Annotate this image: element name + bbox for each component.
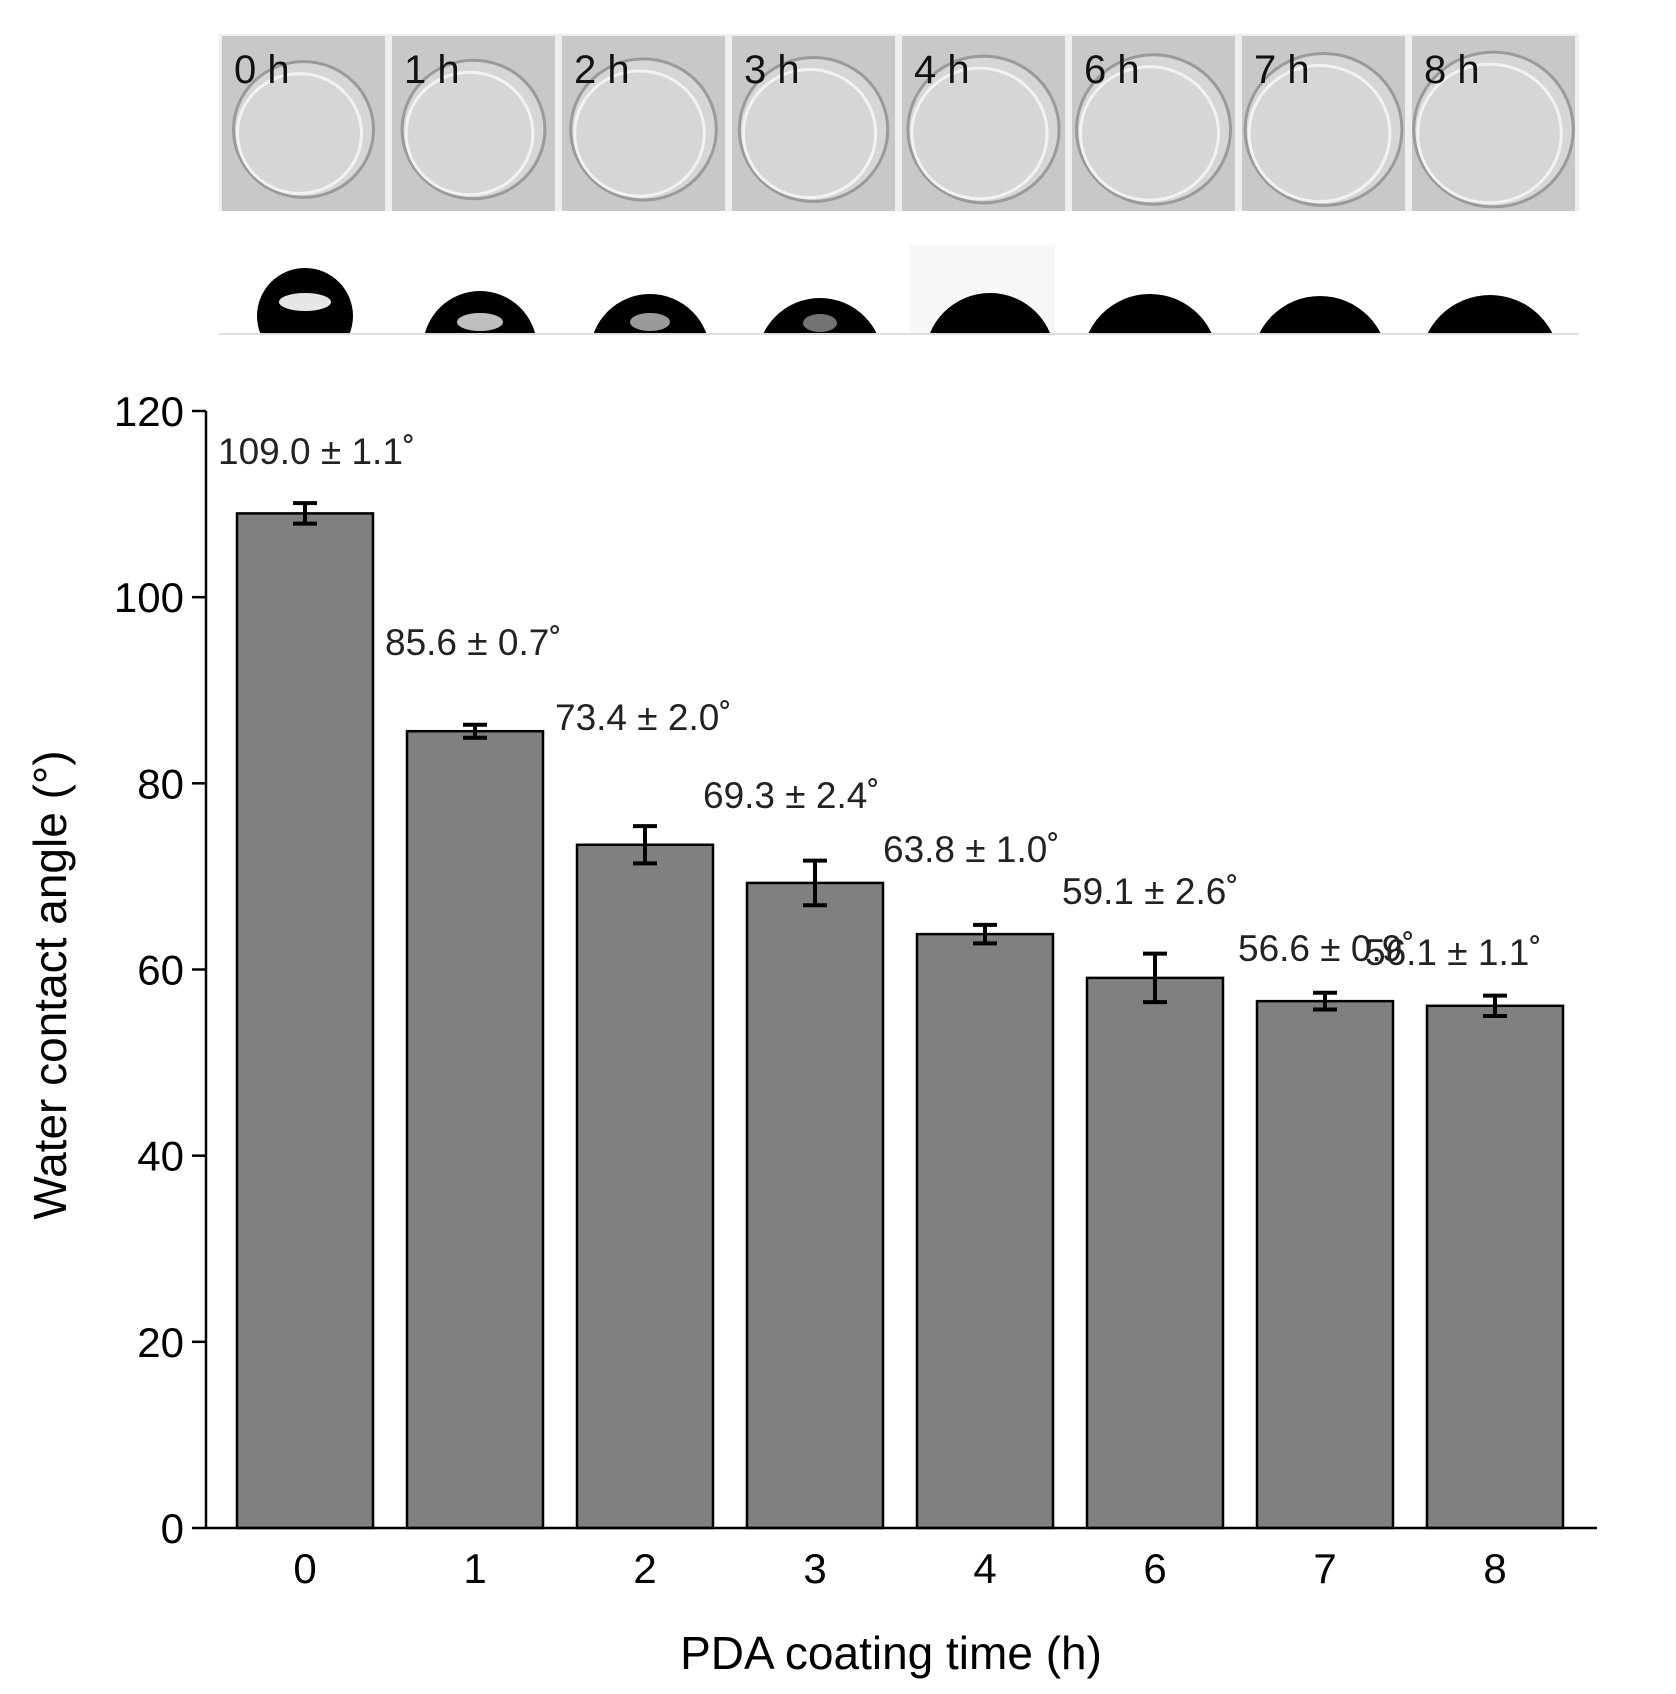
droplet-reflection [803, 314, 837, 332]
sample-disc [232, 60, 375, 199]
y-ticks: 0 20 40 60 80 100 120 [114, 388, 206, 1552]
x-tick-label: 1 [463, 1545, 486, 1592]
photo-strip: 0 h 1 h 2 h 3 h 4 h 6 h 7 h 8 h [219, 34, 1579, 213]
data-label: 109.0 ± 1.1˚ [218, 431, 415, 472]
data-label: 69.3 ± 2.4˚ [703, 775, 880, 816]
sample-disc-highlight [1247, 63, 1392, 204]
bar-6h [1085, 976, 1225, 1530]
x-tick-label: 6 [1143, 1545, 1166, 1592]
sample-disc-highlight [1079, 65, 1220, 202]
y-axis-title: Water contact angle (°) [24, 750, 76, 1219]
sample-time-label: 0 h [234, 48, 290, 92]
data-label: 85.6 ± 0.7˚ [385, 622, 562, 663]
water-droplet-profile [1427, 295, 1553, 334]
water-droplet-profile [593, 294, 707, 334]
bar-8h [1425, 1004, 1565, 1530]
sample-time-label: 1 h [404, 48, 460, 92]
sample-disc [1075, 53, 1232, 206]
x-ticks: 0 1 2 3 4 6 7 8 [293, 1545, 1506, 1592]
droplet-reflection [279, 293, 331, 311]
droplet-reflection [457, 313, 503, 331]
error-bars [293, 501, 1507, 1019]
x-tick-label: 4 [973, 1545, 996, 1592]
sample-time-label: 8 h [1424, 48, 1480, 92]
sample-time-label: 7 h [1254, 48, 1310, 92]
x-tick-label: 8 [1483, 1545, 1506, 1592]
sample-time-label: 4 h [914, 48, 970, 92]
sample-disc-highlight [236, 72, 363, 195]
x-tick-label: 7 [1313, 1545, 1336, 1592]
y-tick-label: 100 [114, 574, 184, 621]
sample-time-label: 6 h [1084, 48, 1140, 92]
data-label: 56.1 ± 1.1˚ [1365, 932, 1542, 973]
sample-disc-highlight [404, 70, 535, 197]
data-labels: 109.0 ± 1.1˚ 85.6 ± 0.7˚ 73.4 ± 2.0˚ 69.3 ±… [218, 431, 1542, 973]
sample-disc [400, 58, 547, 201]
droplet-strip [219, 211, 1579, 335]
water-droplet-profile [1088, 294, 1212, 334]
data-label: 63.8 ± 1.0˚ [883, 829, 1060, 870]
y-tick-label: 60 [137, 947, 184, 994]
water-droplet-profile [1258, 296, 1382, 334]
y-tick-label: 0 [161, 1505, 184, 1552]
x-axis-title: PDA coating time (h) [680, 1627, 1102, 1679]
droplet-reflection [630, 313, 670, 331]
bar-7h [1255, 999, 1395, 1530]
x-tick-label: 3 [803, 1545, 826, 1592]
sample-disc-highlight [741, 68, 878, 199]
data-label: 56.6 ± 0.9˚ [1238, 928, 1415, 969]
water-droplet-profile [424, 291, 536, 334]
sample-disc [569, 57, 718, 202]
y-tick-label: 120 [114, 388, 184, 435]
sample-disc [1412, 50, 1575, 209]
bar-chart: 0 20 40 60 80 100 120 0 1 2 3 4 6 7 8 109.0 ± 1.1˚ 85.… [24, 388, 1597, 1679]
y-tick-label: 40 [137, 1133, 184, 1180]
y-tick-label: 20 [137, 1319, 184, 1366]
bar-4h [915, 932, 1055, 1530]
sample-time-label: 3 h [744, 48, 800, 92]
x-tick-label: 2 [633, 1545, 656, 1592]
water-droplet-profile [763, 298, 877, 334]
sample-disc-highlight [573, 69, 706, 198]
water-droplet-profile [929, 293, 1051, 334]
bar-1h [405, 729, 545, 1530]
sample-disc [1243, 51, 1404, 208]
x-tick-label: 0 [293, 1545, 316, 1592]
data-label: 59.1 ± 2.6˚ [1062, 871, 1239, 912]
droplet-strip-frame [219, 211, 1579, 334]
sample-disc [737, 56, 890, 203]
sample-disc-highlight [910, 66, 1049, 201]
sample-time-label: 2 h [574, 48, 630, 92]
bar-2h [575, 843, 715, 1530]
bar-0h [235, 512, 375, 1530]
bars [235, 512, 1565, 1530]
water-droplet-profile [257, 268, 353, 334]
data-label: 73.4 ± 2.0˚ [555, 697, 732, 738]
bar-3h [745, 881, 885, 1530]
y-tick-label: 80 [137, 760, 184, 807]
sample-disc-highlight [1416, 62, 1563, 205]
sample-disc [906, 54, 1061, 205]
